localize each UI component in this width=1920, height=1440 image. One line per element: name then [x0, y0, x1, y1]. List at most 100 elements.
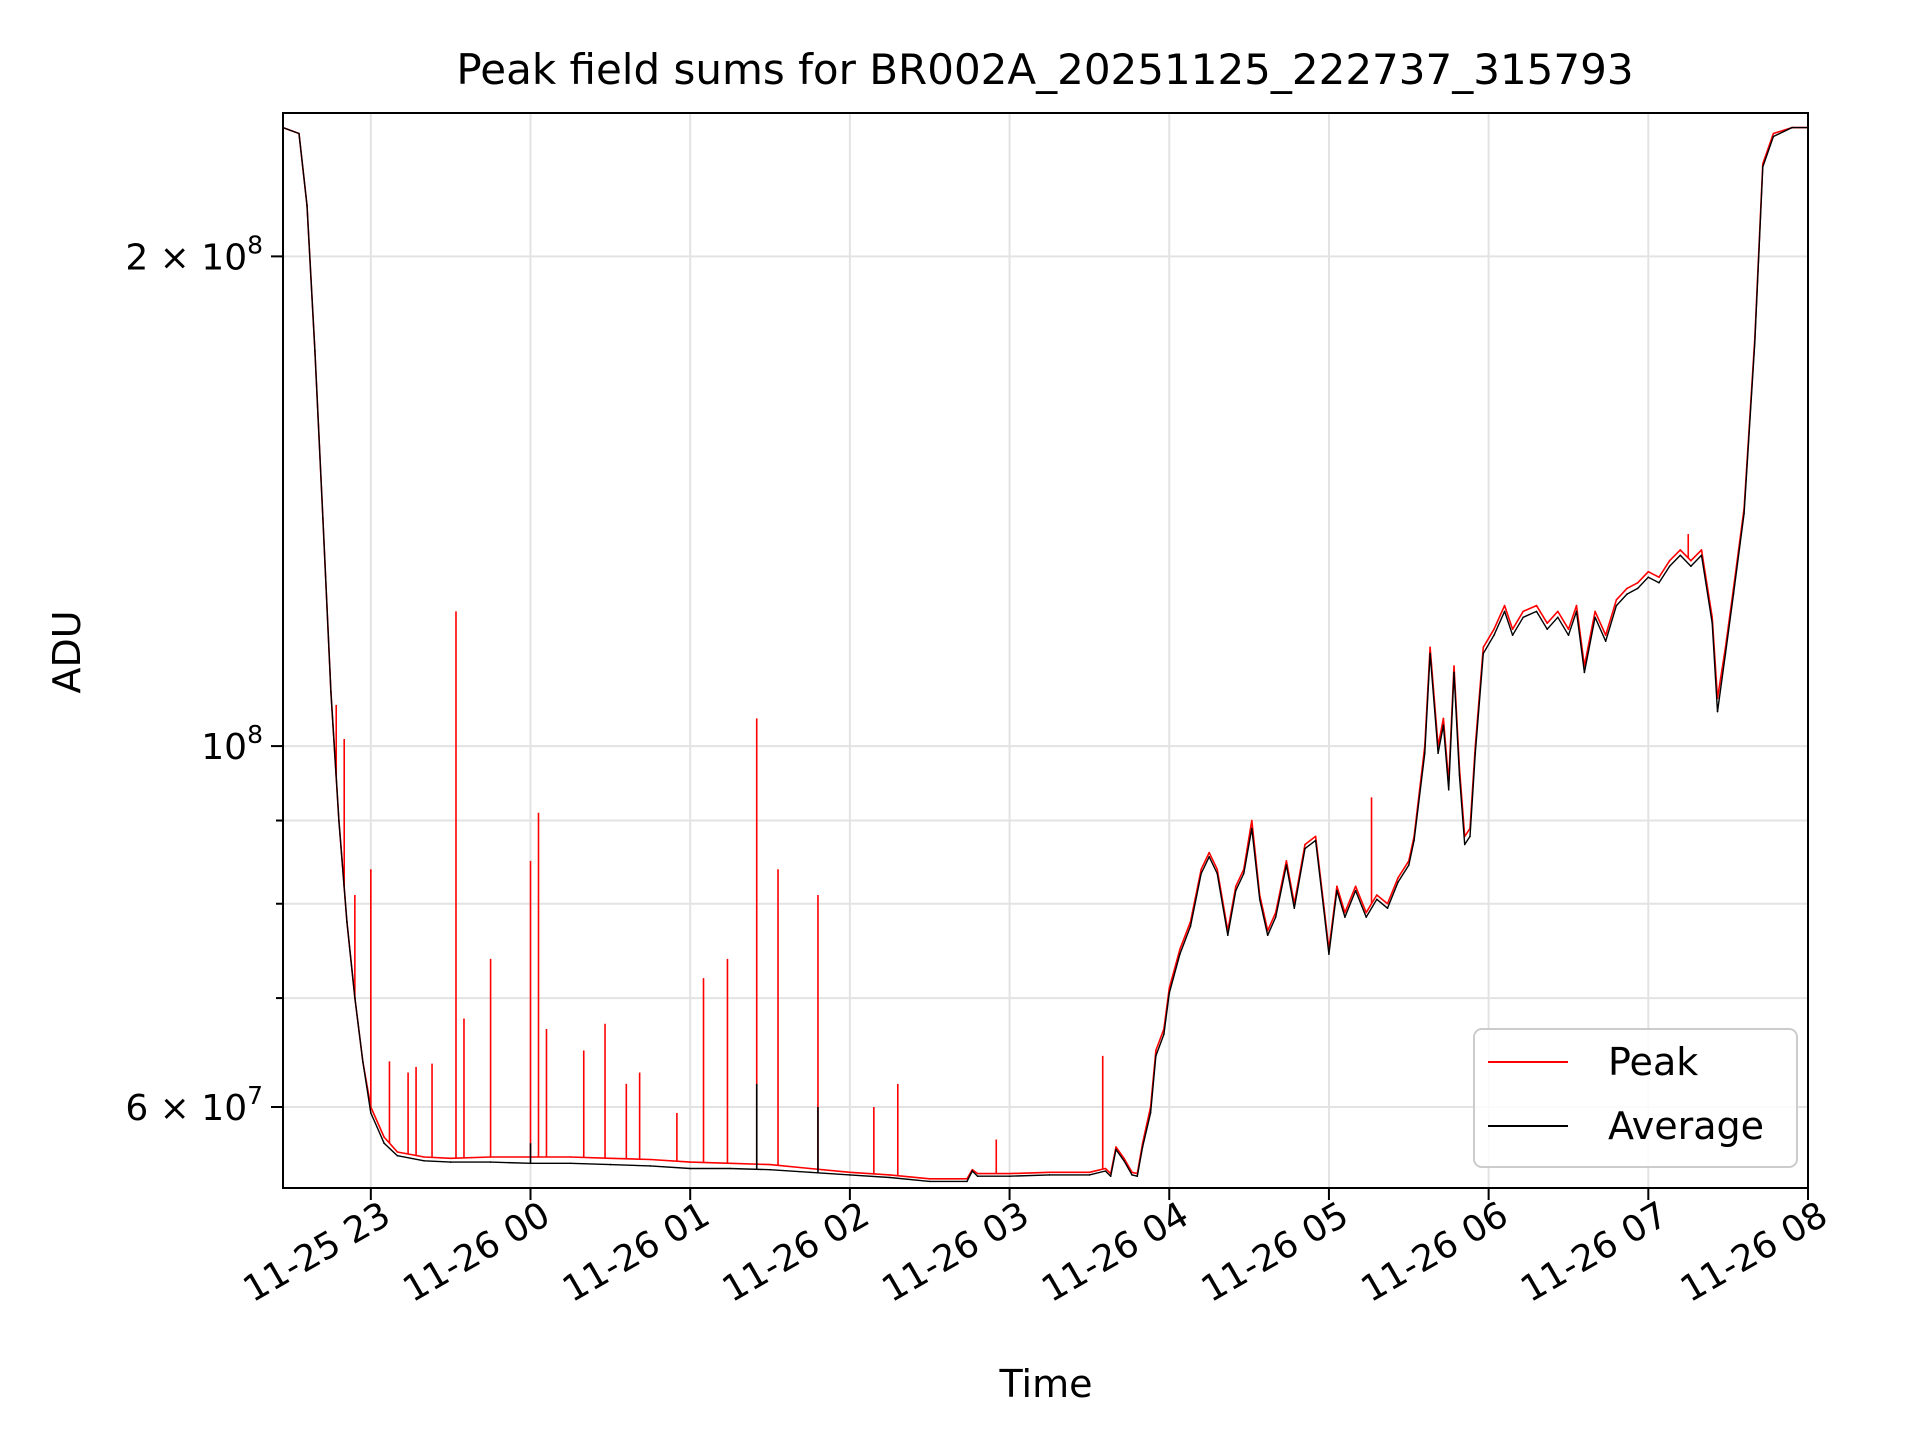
data-point-peak	[1104, 1167, 1107, 1170]
data-point-peak	[1575, 604, 1578, 607]
data-point-average	[1690, 565, 1692, 567]
data-point-peak	[1535, 604, 1538, 607]
legend-box	[1473, 1028, 1798, 1168]
data-point-average	[1285, 864, 1288, 866]
data-point-peak	[569, 1156, 572, 1158]
data-point-average	[1104, 1170, 1107, 1172]
data-point-peak	[1314, 835, 1317, 838]
data-point-average	[1293, 907, 1296, 909]
y-tick-mantissa: 6	[125, 1088, 148, 1129]
data-point-average	[1743, 512, 1745, 515]
data-point-average	[1594, 616, 1596, 619]
data-point-peak	[971, 1168, 974, 1171]
data-point-average	[1274, 916, 1277, 918]
data-point-average	[1679, 554, 1682, 557]
data-point-average	[1216, 872, 1218, 875]
data-point-average	[1251, 827, 1253, 830]
data-point-average	[449, 1161, 452, 1163]
data-point-peak	[1522, 610, 1524, 613]
data-point-average	[849, 1174, 851, 1176]
y-tick-exponent: 8	[247, 720, 263, 749]
data-point-average	[1008, 1175, 1011, 1177]
data-point-average	[1123, 1160, 1125, 1162]
data-point-peak	[1285, 860, 1288, 862]
data-point-peak	[1168, 987, 1171, 989]
plot-area	[282, 112, 1809, 1189]
data-point-average	[1711, 622, 1713, 624]
data-point-average	[1463, 843, 1466, 846]
data-point-peak	[1546, 622, 1548, 624]
x-axis-label: Time	[999, 1362, 1093, 1406]
data-point-peak	[1048, 1171, 1051, 1174]
data-point-average	[354, 997, 356, 999]
data-point-peak	[383, 1136, 385, 1138]
data-point-average	[1442, 724, 1445, 726]
data-point-average	[1458, 774, 1461, 776]
data-point-peak	[928, 1178, 931, 1180]
data-point-average	[1131, 1174, 1133, 1176]
data-point-peak	[976, 1172, 979, 1175]
data-point-average	[976, 1175, 979, 1177]
data-point-peak	[1251, 819, 1253, 822]
data-point-peak	[689, 1161, 691, 1163]
data-point-peak	[1557, 610, 1559, 613]
data-point-peak	[1594, 610, 1596, 613]
data-point-peak	[449, 1157, 452, 1160]
data-point-average	[1732, 593, 1735, 595]
data-point-average	[1413, 839, 1415, 842]
data-point-average	[1658, 582, 1660, 584]
data-point-average	[383, 1142, 385, 1144]
data-point-average	[1474, 752, 1477, 754]
data-point-peak	[1376, 894, 1378, 896]
data-point-peak	[1397, 876, 1399, 879]
data-point-average	[1048, 1174, 1051, 1176]
data-point-peak	[1088, 1171, 1091, 1174]
data-point-peak	[1453, 665, 1455, 667]
data-point-peak	[1615, 599, 1618, 601]
data-point-average	[1365, 916, 1367, 918]
data-point-average	[1336, 889, 1338, 892]
data-point-average	[928, 1180, 931, 1183]
data-point-peak	[1567, 628, 1570, 630]
data-point-average	[1424, 752, 1426, 754]
y-tick-mantissa: 2	[125, 237, 148, 278]
data-point-peak	[1647, 570, 1650, 573]
data-point-average	[689, 1167, 691, 1170]
data-point-peak	[809, 1167, 811, 1170]
data-point-peak	[1235, 885, 1237, 888]
data-point-peak	[1442, 717, 1445, 720]
data-point-average	[423, 1160, 425, 1162]
data-point-average	[1354, 889, 1357, 892]
data-point-average	[1636, 587, 1639, 590]
data-point-average	[1328, 953, 1330, 955]
data-point-average	[1258, 898, 1261, 901]
data-point-peak	[1123, 1157, 1125, 1160]
data-point-average	[1376, 898, 1378, 901]
data-point-peak	[1482, 646, 1485, 649]
data-point-average	[1397, 881, 1399, 883]
data-point-average	[1626, 593, 1628, 595]
data-point-average	[322, 517, 324, 520]
data-point-peak	[1700, 549, 1703, 551]
axes-frame	[282, 112, 1809, 1189]
data-point-peak	[396, 1151, 399, 1153]
data-point-average	[330, 690, 332, 693]
y-tick-label: 6 × 107	[125, 1081, 263, 1129]
data-point-average	[1535, 610, 1538, 613]
data-point-average	[362, 1060, 364, 1063]
data-point-average	[1314, 839, 1317, 842]
data-point-peak	[1679, 549, 1682, 551]
data-point-average	[1453, 671, 1455, 674]
data-point-average	[1149, 1112, 1152, 1114]
data-point-average	[1557, 616, 1559, 619]
data-point-peak	[1216, 868, 1218, 871]
data-point-peak	[1304, 843, 1306, 846]
data-point-average	[971, 1170, 974, 1172]
data-point-average	[1493, 634, 1495, 636]
data-point-average	[966, 1180, 968, 1183]
data-point-peak	[1115, 1146, 1117, 1148]
data-point-average	[1437, 752, 1439, 754]
data-point-peak	[1511, 628, 1514, 630]
data-point-average	[1243, 872, 1245, 875]
